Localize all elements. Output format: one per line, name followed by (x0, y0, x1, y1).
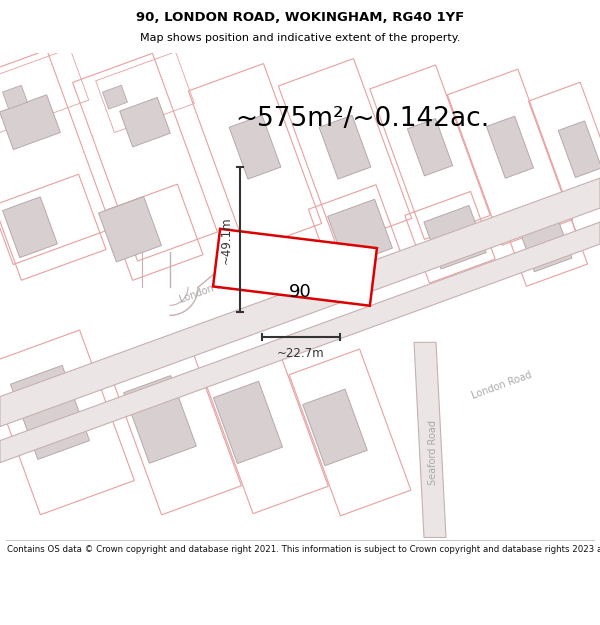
Polygon shape (120, 98, 170, 147)
Polygon shape (0, 178, 600, 427)
Polygon shape (424, 206, 486, 269)
Polygon shape (229, 116, 281, 179)
Polygon shape (2, 197, 58, 258)
Text: 90, LONDON ROAD, WOKINGHAM, RG40 1YF: 90, LONDON ROAD, WOKINGHAM, RG40 1YF (136, 11, 464, 24)
Text: Contains OS data © Crown copyright and database right 2021. This information is : Contains OS data © Crown copyright and d… (7, 546, 600, 554)
Polygon shape (328, 199, 392, 265)
Polygon shape (214, 381, 283, 464)
Text: ~575m²/~0.142ac.: ~575m²/~0.142ac. (235, 106, 489, 132)
Polygon shape (124, 376, 196, 463)
Polygon shape (487, 116, 533, 178)
Text: ~49.1m: ~49.1m (220, 216, 233, 264)
Polygon shape (0, 95, 61, 149)
Polygon shape (0, 222, 600, 462)
Text: London Road: London Road (470, 370, 533, 401)
Text: Seaford Road: Seaford Road (428, 420, 438, 485)
Polygon shape (518, 213, 572, 272)
Polygon shape (319, 116, 371, 179)
Polygon shape (103, 85, 127, 109)
Polygon shape (213, 229, 377, 306)
Text: London Road: London Road (178, 274, 241, 305)
Polygon shape (10, 366, 89, 459)
Polygon shape (2, 85, 28, 109)
Polygon shape (303, 389, 367, 466)
Polygon shape (414, 342, 446, 538)
Text: Map shows position and indicative extent of the property.: Map shows position and indicative extent… (140, 33, 460, 43)
Text: ~22.7m: ~22.7m (277, 348, 325, 361)
Polygon shape (98, 197, 161, 262)
Polygon shape (558, 121, 600, 177)
Polygon shape (407, 119, 452, 176)
Text: 90: 90 (289, 283, 311, 301)
